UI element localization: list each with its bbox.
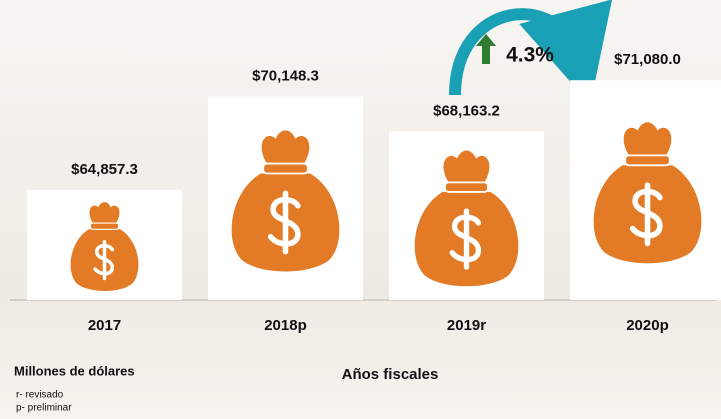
bag-knot	[623, 122, 672, 156]
x-axis-title: Años fiscales	[342, 366, 439, 383]
bag-neck	[89, 222, 120, 230]
bag-neck	[624, 154, 671, 167]
bag-neck	[262, 162, 309, 175]
note: p- preliminar	[16, 403, 72, 414]
bag-neck	[444, 181, 489, 193]
bag-knot	[443, 150, 490, 183]
value-label: $71,080.0	[614, 51, 681, 68]
money-bag	[593, 122, 702, 264]
dollar-sign	[93, 240, 115, 281]
bag-knot	[261, 130, 310, 164]
money-bag	[231, 130, 340, 272]
x-tick-label: 2018p	[264, 317, 307, 334]
dollar-sign	[629, 182, 663, 247]
value-label: $64,857.3	[71, 161, 138, 178]
bag-knot	[89, 202, 120, 224]
growth-label: 4.3%	[506, 44, 554, 67]
money-bag	[414, 150, 519, 287]
x-tick-label: 2017	[88, 317, 121, 334]
dollar-sign	[449, 208, 482, 270]
y-axis-title: Millones de dólares	[14, 363, 135, 378]
dollar-sign	[267, 190, 301, 255]
growth-arrow	[449, 0, 613, 105]
x-tick-label: 2020p	[626, 317, 669, 334]
note: r- revisado	[16, 390, 64, 401]
value-label: $68,163.2	[433, 103, 500, 120]
money-bag	[70, 202, 139, 291]
value-label: $70,148.3	[252, 68, 319, 85]
up-arrow	[476, 34, 496, 64]
x-tick-label: 2019r	[447, 317, 486, 334]
